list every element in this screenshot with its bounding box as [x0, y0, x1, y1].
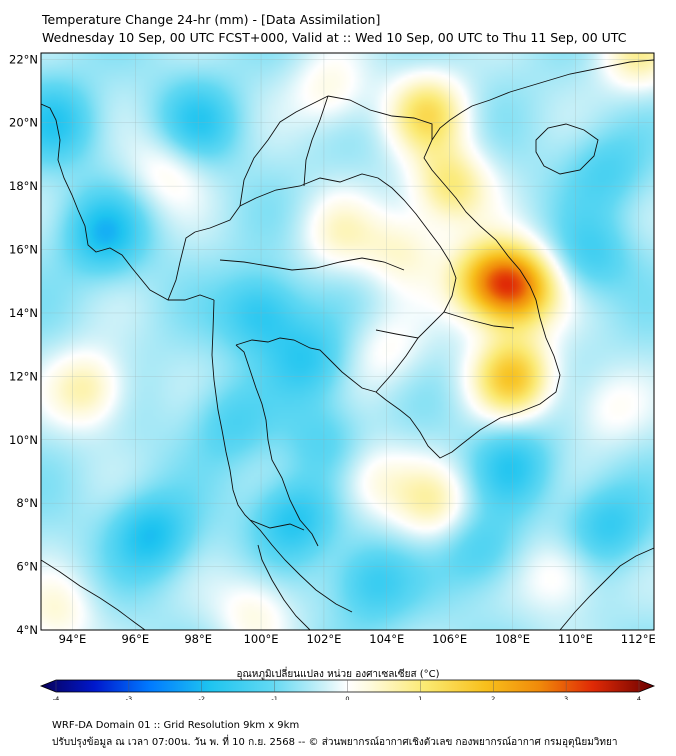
latitude-tick-label: 22°N — [9, 52, 38, 66]
map-plot-area — [41, 53, 654, 630]
latitude-tick-label: 16°N — [9, 243, 38, 257]
temperature-anomaly-field — [41, 53, 654, 630]
longitude-tick-label: 94°E — [59, 632, 87, 646]
longitude-tick-label: 102°E — [306, 632, 341, 646]
map-title: Temperature Change 24-hr (mm) - [Data As… — [42, 12, 381, 27]
latitude-tick-label: 20°N — [9, 116, 38, 130]
latitude-labels: 22°N 20°N 18°N 16°N 14°N 12°N 10°N 8°N 6°N 4°N — [9, 52, 38, 637]
colorbar-tick-label: -4 — [53, 695, 59, 700]
longitude-tick-label: 112°E — [621, 632, 656, 646]
longitude-tick-label: 98°E — [184, 632, 212, 646]
latitude-tick-label: 4°N — [16, 623, 38, 637]
longitude-tick-label: 96°E — [121, 632, 149, 646]
colorbar-tick-label: -3 — [126, 695, 132, 700]
longitude-tick-label: 106°E — [432, 632, 467, 646]
colorbar-tick-label: 1 — [418, 695, 422, 700]
colorbar-tick-label: -1 — [271, 695, 277, 700]
colorbar-tick-label: 0 — [345, 695, 349, 700]
map-frame — [40, 52, 655, 631]
latitude-tick-label: 18°N — [9, 179, 38, 193]
longitude-tick-label: 100°E — [244, 632, 279, 646]
coastline-and-borders — [41, 59, 654, 630]
graticule — [41, 53, 654, 630]
colorbar: -4 -3 -2 -1 0 1 2 3 4 — [39, 679, 656, 700]
map-subtitle: Wednesday 10 Sep, 00 UTC FCST+000, Valid… — [42, 30, 627, 45]
colorbar-label: อุณหภูมิเปลี่ยนแปลง หน่วย องศาเซลเซียส (… — [236, 669, 440, 680]
latitude-tick-label: 12°N — [9, 369, 38, 383]
temperature-change-map: 94°E 96°E 98°E 100°E 102°E 104°E 106°E 108°E 110… — [9, 52, 656, 700]
longitude-tick-label: 110°E — [558, 632, 593, 646]
update-credit: ปรับปรุงข้อมูล ณ เวลา 07:00น. วัน พ. ที่… — [52, 737, 618, 748]
colorbar-tick-label: 4 — [637, 695, 641, 700]
model-info: WRF-DA Domain 01 :: Grid Resolution 9km … — [52, 720, 300, 731]
longitude-tick-label: 108°E — [495, 632, 530, 646]
longitude-labels: 94°E 96°E 98°E 100°E 102°E 104°E 106°E 108°E 110… — [59, 632, 656, 646]
colorbar-tick-label: -2 — [199, 695, 205, 700]
latitude-tick-label: 14°N — [9, 306, 38, 320]
latitude-tick-label: 6°N — [16, 560, 38, 574]
colorbar-tick-label: 3 — [564, 695, 568, 700]
colorbar-ticks: -4 -3 -2 -1 0 1 2 3 4 — [53, 680, 641, 700]
latitude-tick-label: 10°N — [9, 433, 38, 447]
longitude-tick-label: 104°E — [369, 632, 404, 646]
latitude-tick-label: 8°N — [16, 496, 38, 510]
colorbar-tick-label: 2 — [491, 695, 495, 700]
